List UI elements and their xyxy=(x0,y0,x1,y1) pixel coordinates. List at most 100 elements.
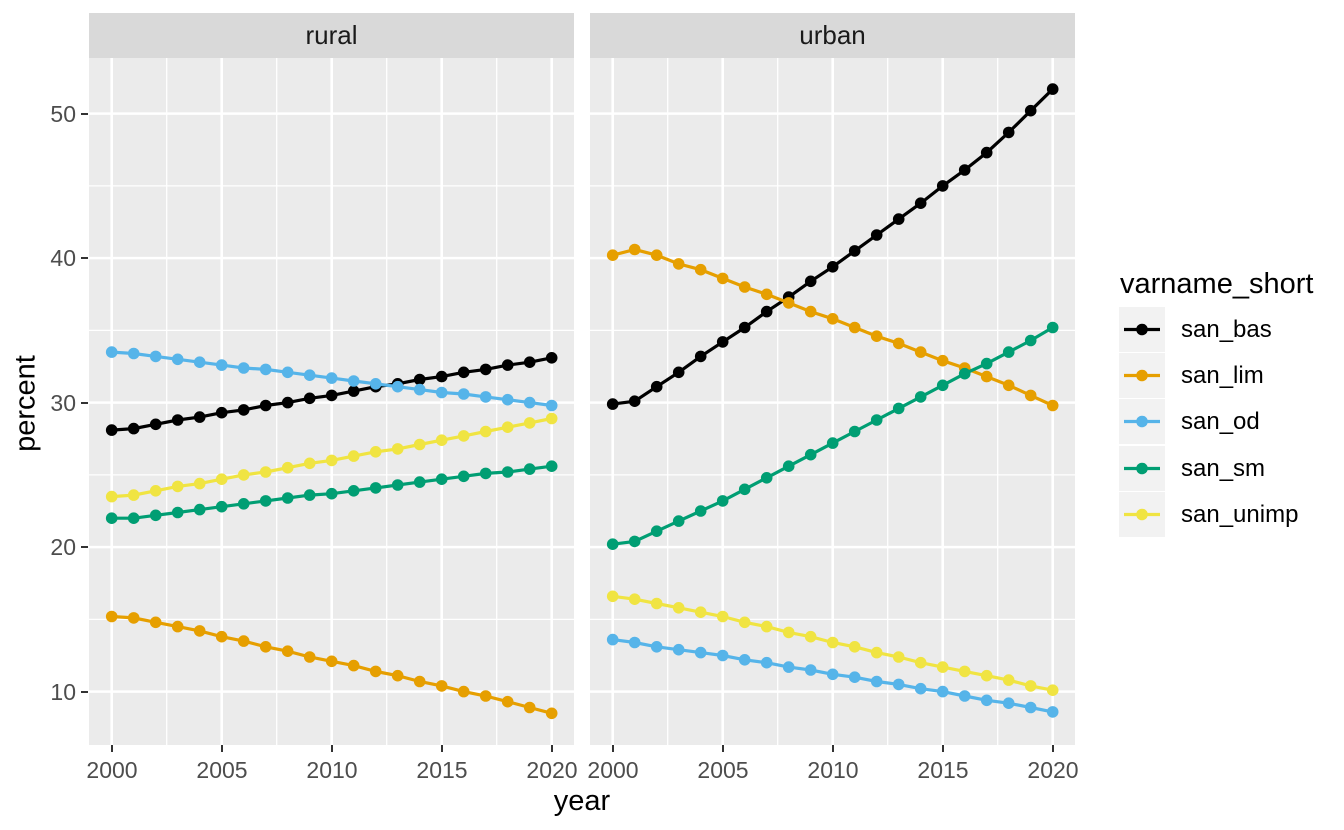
data-point-san_lim xyxy=(171,620,184,633)
data-point-san_od xyxy=(105,346,118,358)
series-san_bas-urban xyxy=(606,83,1059,410)
legend-glyph-san_lim xyxy=(1124,369,1160,382)
data-point-san_unimp xyxy=(259,466,272,478)
data-point-san_unimp xyxy=(760,620,773,633)
x-tick-label: 2015 xyxy=(917,757,969,783)
data-point-san_od xyxy=(149,350,162,363)
data-point-san_lim xyxy=(237,635,250,647)
data-point-san_od xyxy=(914,682,927,695)
data-point-san_bas xyxy=(127,422,140,435)
data-point-san_od xyxy=(281,366,294,379)
data-point-san_sm xyxy=(936,379,949,392)
data-point-san_sm xyxy=(650,525,663,537)
data-point-san_od xyxy=(259,363,272,376)
data-point-san_bas xyxy=(1002,126,1015,139)
x-tick-label: 2020 xyxy=(1027,757,1079,783)
data-point-san_lim xyxy=(105,610,118,623)
series-san_sm-urban xyxy=(606,321,1059,550)
data-point-san_bas xyxy=(760,305,773,318)
y-tick-mark xyxy=(81,546,88,549)
data-point-san_sm xyxy=(303,489,316,501)
x-tick-mark xyxy=(331,745,334,752)
data-point-san_lim xyxy=(826,313,839,325)
data-point-san_od xyxy=(650,641,663,653)
y-axis-title: percent xyxy=(9,355,42,452)
data-point-san_unimp xyxy=(237,469,250,481)
data-point-san_lim xyxy=(804,305,817,318)
data-point-san_sm xyxy=(369,482,382,494)
facet-strip-urban: urban xyxy=(590,13,1075,58)
x-tick-label: 2020 xyxy=(526,757,578,783)
data-point-san_sm xyxy=(171,506,184,519)
data-point-san_od xyxy=(369,378,382,390)
y-tick-label: 20 xyxy=(50,534,76,560)
data-point-san_bas xyxy=(501,359,514,371)
x-tick-mark xyxy=(551,745,554,752)
data-point-san_sm xyxy=(1046,321,1059,334)
data-point-san_sm xyxy=(457,470,470,483)
data-point-san_lim xyxy=(281,645,294,657)
data-point-san_sm xyxy=(892,402,905,415)
data-point-san_lim xyxy=(606,249,619,261)
x-tick-label: 2015 xyxy=(416,757,468,783)
data-point-san_sm xyxy=(1024,334,1037,347)
data-point-san_bas xyxy=(936,180,949,192)
data-point-san_sm xyxy=(479,467,492,480)
data-point-san_od xyxy=(848,671,861,683)
y-tick-label: 40 xyxy=(50,245,76,271)
data-point-san_od xyxy=(501,393,514,406)
data-point-san_bas xyxy=(738,321,751,334)
data-point-san_od xyxy=(760,656,773,669)
y-tick-label: 50 xyxy=(50,101,76,127)
legend-glyph-san_od xyxy=(1124,415,1160,428)
data-point-san_od xyxy=(1046,706,1059,718)
data-point-san_lim xyxy=(914,346,927,358)
data-point-san_od xyxy=(936,685,949,698)
legend-key-san_lim xyxy=(1119,353,1165,398)
y-tick-mark xyxy=(81,402,88,405)
data-point-san_unimp xyxy=(435,434,448,447)
panel-canvas-urban xyxy=(590,58,1075,745)
data-point-san_unimp xyxy=(650,597,663,610)
data-point-san_lim xyxy=(1046,399,1059,412)
data-point-san_unimp xyxy=(479,425,492,438)
data-point-san_lim xyxy=(479,690,492,702)
data-point-san_sm xyxy=(523,463,536,475)
data-point-san_unimp xyxy=(193,477,206,490)
legend-glyph-san_unimp xyxy=(1124,508,1160,521)
data-point-san_bas xyxy=(892,213,905,225)
data-point-san_sm xyxy=(435,473,448,486)
data-point-san_unimp xyxy=(149,485,162,497)
data-point-san_od xyxy=(870,675,883,688)
data-point-san_bas xyxy=(1046,83,1059,95)
data-point-san_od xyxy=(391,380,404,393)
data-point-san_od xyxy=(479,391,492,403)
data-point-san_unimp xyxy=(413,438,426,451)
legend-glyph-san_sm xyxy=(1124,462,1160,475)
y-tick-mark xyxy=(81,257,88,260)
data-point-san_lim xyxy=(391,669,404,682)
data-point-san_sm xyxy=(237,498,250,510)
data-point-san_sm xyxy=(127,512,140,524)
data-point-san_lim xyxy=(325,655,338,668)
x-tick-mark xyxy=(612,745,615,752)
data-point-san_bas xyxy=(628,395,641,408)
data-point-san_bas xyxy=(105,424,118,436)
x-tick-mark xyxy=(111,745,114,752)
x-tick-label: 2000 xyxy=(587,757,639,783)
data-point-san_lim xyxy=(936,354,949,367)
data-point-san_od xyxy=(215,359,228,371)
facet-strip-label-urban: urban xyxy=(799,20,866,50)
data-point-san_sm xyxy=(606,538,619,550)
data-point-san_od xyxy=(826,668,839,681)
legend-key-san_sm xyxy=(1119,446,1165,491)
data-point-san_unimp xyxy=(628,593,641,605)
x-tick-mark xyxy=(1052,745,1055,752)
data-point-san_bas xyxy=(435,370,448,383)
data-point-san_bas xyxy=(672,366,685,379)
data-point-san_unimp xyxy=(391,443,404,455)
y-tick-mark xyxy=(81,113,88,116)
data-point-san_bas xyxy=(237,404,250,416)
data-point-san_sm xyxy=(738,483,751,496)
legend-glyph-san_bas xyxy=(1124,323,1160,336)
